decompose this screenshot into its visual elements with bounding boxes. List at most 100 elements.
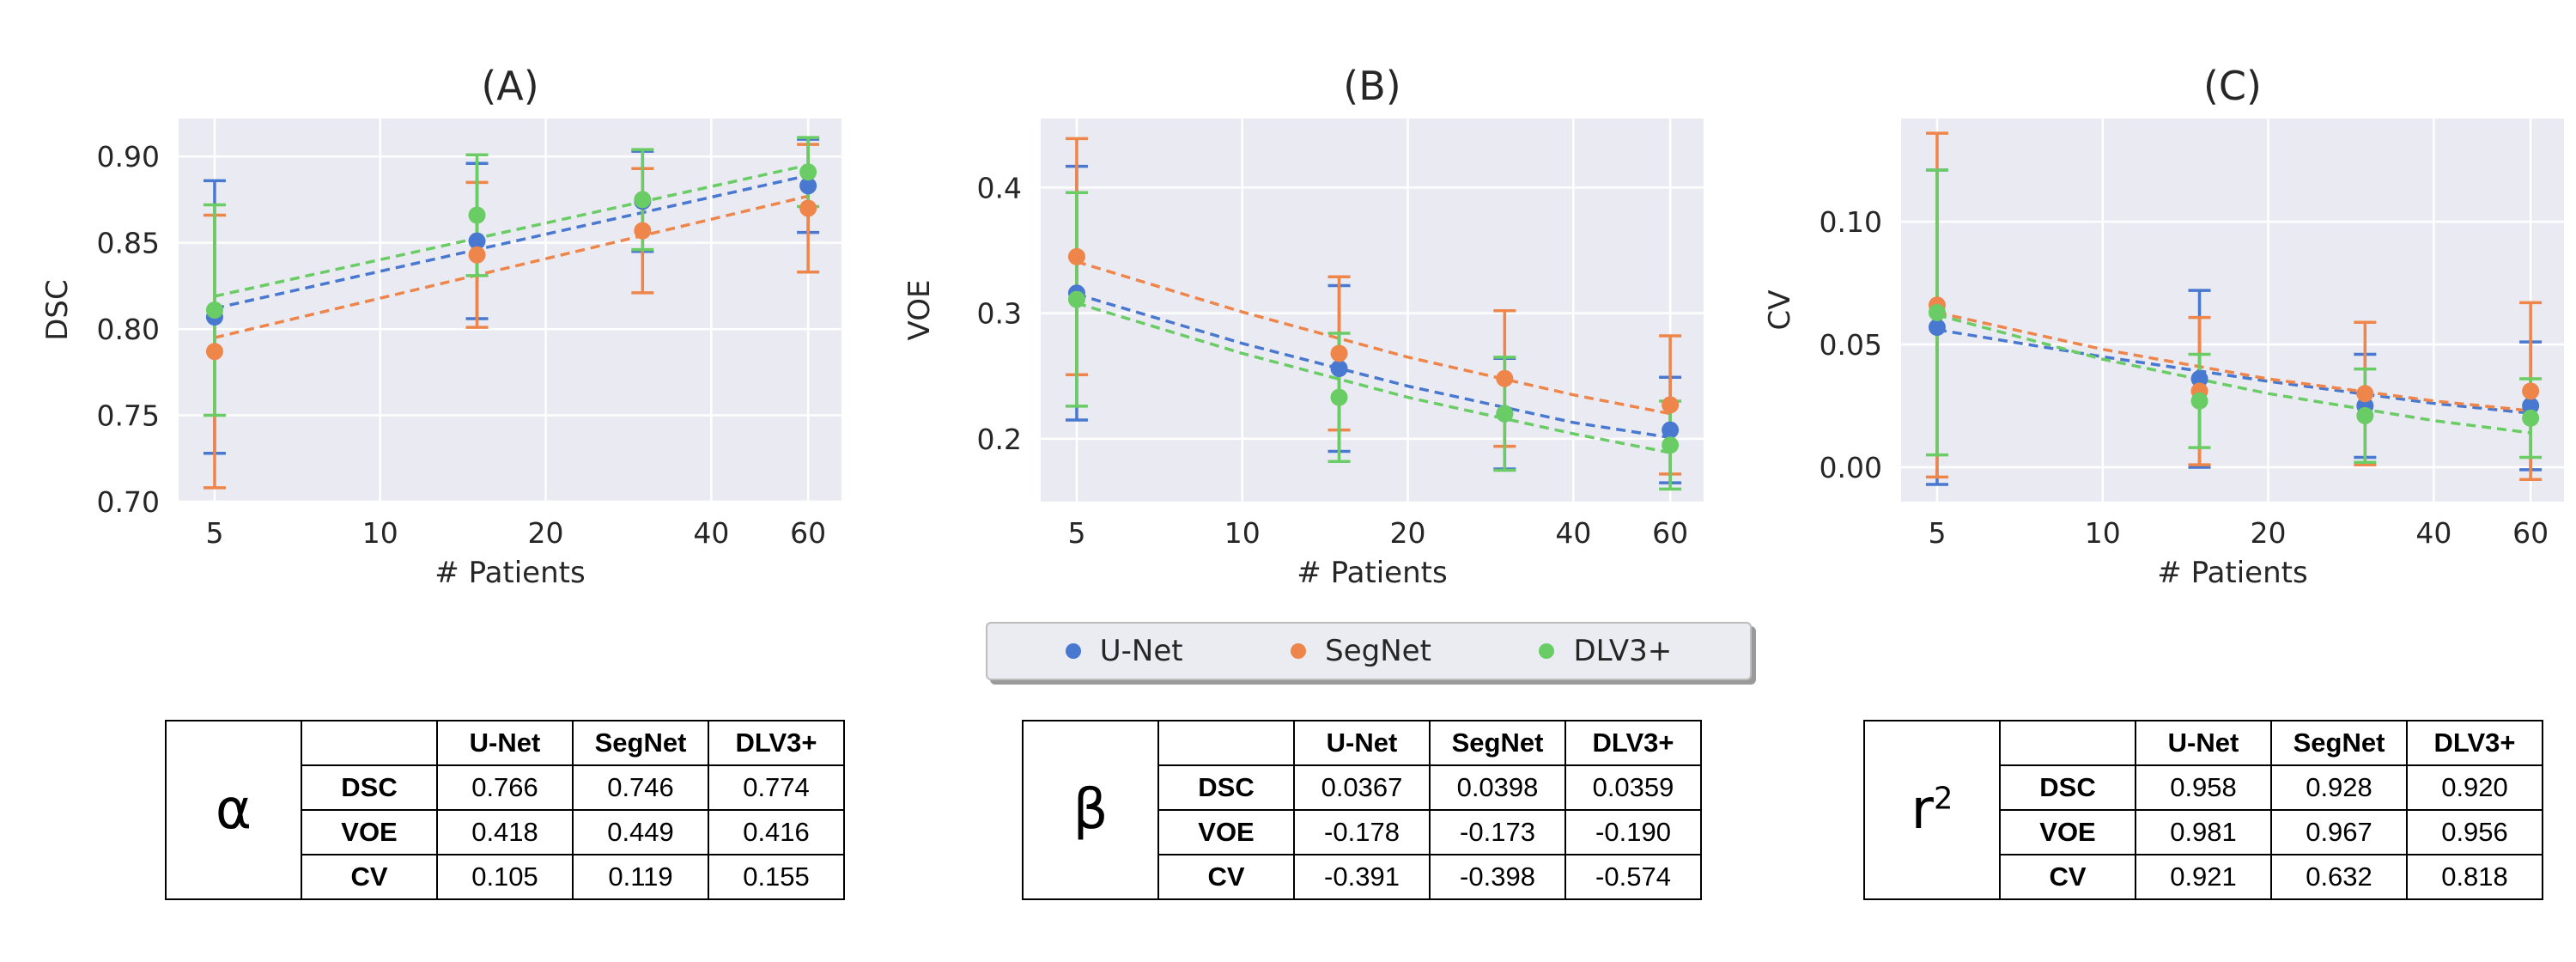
panel-a-x-tick-label: 5 [205,516,223,550]
panel-c-u-net-trend-line [1936,328,2531,415]
table-symbol: α [165,720,302,900]
panel-c-segnet-point [2356,385,2374,403]
panel-b-dlv3-point [1662,436,1680,454]
panel-a-segnet-trend-line [214,194,809,339]
panel-b-u-net-point [1330,359,1348,377]
table-cell: 0.0367 [1293,764,1431,811]
table-symbol: r2 [1863,720,2001,900]
row-header: VOE [1157,809,1295,855]
table-cell: -0.574 [1564,854,1702,900]
panel-c-dlv3-trend-line [1936,314,2531,435]
panel-a-y-tick-label: 0.80 [97,313,160,346]
table-cell: 0.774 [708,764,845,811]
panel-a-x-tick-label: 10 [362,516,398,550]
panel-c-y-tick-label: 0.10 [1820,205,1882,239]
panel-b-x-axis-label: # Patients [1297,556,1447,590]
panel-a-dlv3-point [205,301,223,319]
panel-a-dlv3-point [468,206,486,224]
legend-item-segnet: SegNet [1291,634,1431,668]
legend-marker-dlv3 [1539,643,1555,659]
table-cell: -0.178 [1293,809,1431,855]
panel-c-x-tick-label: 10 [2085,516,2121,550]
row-header: VOE [301,809,438,855]
table-symbol-superscript: 2 [1933,781,1953,817]
legend-marker-unet [1065,643,1081,659]
table-cell: -0.190 [1564,809,1702,855]
panel-b-segnet-point [1330,344,1348,362]
panel-b-x-tick-label: 10 [1224,516,1261,550]
panel-b-y-tick-label: 0.2 [977,423,1022,456]
beta-table: β U-Net SegNet DLV3+ DSC 0.0367 0.0398 0… [1022,720,1702,900]
panel-b-x-tick-label: 40 [1555,516,1591,550]
panel-b-segnet-point [1496,369,1514,387]
panel-a-dlv3-trend-line [214,163,809,298]
table-cell: 0.928 [2270,764,2408,811]
panel-a-dlv3-point [799,163,817,181]
panel-a-y-tick-label: 0.85 [97,227,160,260]
legend-label-segnet: SegNet [1325,634,1431,668]
panel-c-u-net-point [1928,319,1946,337]
table-row: DSC 0.766 0.746 0.774 [166,764,845,811]
column-header: SegNet [1429,720,1566,766]
panel-c-x-tick-label: 60 [2512,516,2549,550]
column-header: U-Net [2135,720,2272,766]
panel-b-segnet-trend-line [1076,260,1671,416]
table-cell: -0.398 [1429,854,1566,900]
panel-a-u-net-point [468,232,486,250]
table-cell: -0.391 [1293,854,1431,900]
table-cell: 0.920 [2406,764,2543,811]
charts-figure: 5 10 20 40 60 0.70 0.75 0.80 0.85 0.90 (A) # Patien… [40,63,2564,590]
legend: U-Net SegNet DLV3+ [986,622,1752,680]
panel-a-x-tick-label: 20 [528,516,564,550]
panel-a-x-axis-label: # Patients [434,556,585,590]
panel-a-x-tick-label: 40 [693,516,729,550]
panel-b-x-tick-label: 60 [1652,516,1688,550]
table-cell: 0.766 [436,764,574,811]
panel-b-x-tick-label: 20 [1390,516,1426,550]
panel-c-y-tick-label: 0.05 [1820,328,1882,362]
panel-c-u-net-point [2522,397,2540,415]
table-cell: 0.746 [572,764,709,811]
row-header: VOE [1999,809,2136,855]
panel-c-dlv3-point [2522,409,2540,427]
panel-a-y-axis-label: DSC [40,279,75,341]
panel-c-x-tick-label: 40 [2415,516,2451,550]
panel-a-y-tick-label: 0.75 [97,399,160,433]
table-cell: 0.119 [572,854,709,900]
panel-a-segnet-point [799,199,817,217]
table-row: DSC 0.958 0.928 0.920 [1864,764,2543,811]
panel-b-dlv3-point [1496,405,1514,423]
panel-b-dlv3-point [1067,290,1085,308]
table-cell: 0.416 [708,809,845,855]
column-header: SegNet [2270,720,2408,766]
table-cell: 0.0398 [1429,764,1566,811]
column-header: DLV3+ [708,720,845,766]
column-header: U-Net [1293,720,1431,766]
table-row: VOE 0.418 0.449 0.416 [166,809,845,855]
panel-b-y-tick-label: 0.4 [977,171,1022,204]
panel-b-y-tick-label: 0.3 [977,297,1022,331]
panel-c-u-net-point [2190,370,2208,388]
panel-a-x-tick-label: 60 [790,516,826,550]
panel-b-u-net-trend-line [1076,293,1671,440]
panel-a-segnet-point [634,222,652,240]
panel-c-y-axis-label: CV [1763,290,1797,331]
table-row: VOE 0.981 0.967 0.956 [1864,809,2543,855]
table-cell: 0.921 [2135,854,2272,900]
row-header: CV [301,854,438,900]
panel-c-x-tick-label: 5 [1928,516,1946,550]
alpha-table: α U-Net SegNet DLV3+ DSC 0.766 0.746 0.7… [165,720,845,900]
table-symbol: β [1022,720,1159,900]
panel-c-dlv3-point [1928,303,1946,321]
table-cell: 0.958 [2135,764,2272,811]
column-header: DLV3+ [2406,720,2543,766]
panel-c-y-tick-label: 0.00 [1820,451,1882,484]
table-corner [301,720,438,766]
table-cell: 0.981 [2135,809,2272,855]
table-row: VOE -0.178 -0.173 -0.190 [1023,809,1702,855]
panel-a-segnet-point [468,246,486,264]
panel-b-u-net-point [1662,421,1680,439]
panel-a-plot-area [179,119,841,502]
r-squared-table: r2 U-Net SegNet DLV3+ DSC 0.958 0.928 0.… [1863,720,2543,900]
panel-b-y-axis-label: VOE [902,280,937,341]
